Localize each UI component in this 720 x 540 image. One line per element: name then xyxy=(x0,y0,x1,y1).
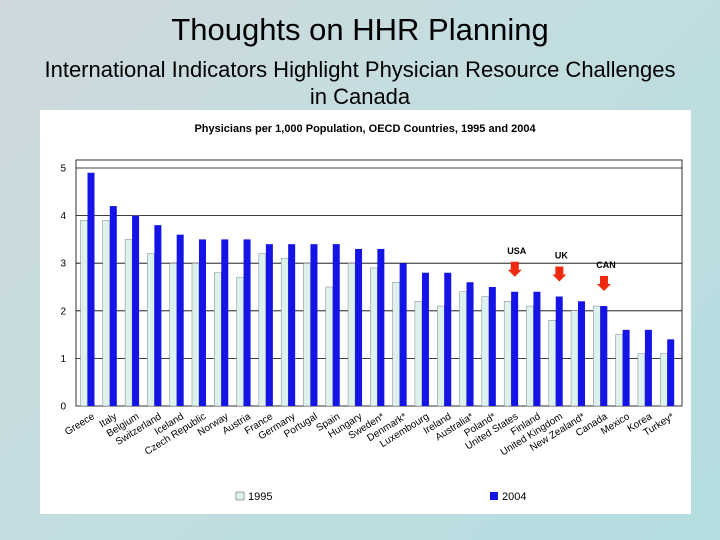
bar-1995 xyxy=(169,262,177,407)
y-tick-label: 1 xyxy=(60,354,66,365)
bar-chart: Physicians per 1,000 Population, OECD Co… xyxy=(60,123,683,503)
bar-2004 xyxy=(578,301,586,406)
bar-2004 xyxy=(198,239,206,406)
bar-1995 xyxy=(147,253,155,407)
bar-2004 xyxy=(555,296,563,406)
chart-panel: Physicians per 1,000 Population, OECD Co… xyxy=(40,110,691,514)
bar-1995 xyxy=(236,277,244,407)
annotation-label: CAN xyxy=(596,260,616,270)
bar-2004 xyxy=(488,287,496,406)
bar-2004 xyxy=(644,329,652,406)
bar-2004 xyxy=(466,282,474,406)
bar-2004 xyxy=(377,248,385,406)
bar-2004 xyxy=(265,244,273,406)
bar-1995 xyxy=(615,334,623,407)
legend-label-2004: 2004 xyxy=(502,491,526,503)
bar-1995 xyxy=(124,239,133,407)
legend-swatch-1995 xyxy=(235,491,245,501)
bar-1995 xyxy=(526,305,534,407)
bar-2004 xyxy=(600,306,608,406)
x-category-label: Greece xyxy=(63,411,97,438)
bar-2004 xyxy=(421,272,429,406)
bar-2004 xyxy=(87,172,95,406)
slide-subtitle: International Indicators Highlight Physi… xyxy=(44,57,676,109)
bar-2004 xyxy=(109,206,117,406)
bar-1995 xyxy=(570,310,579,407)
y-tick-label: 4 xyxy=(60,211,66,222)
bar-1995 xyxy=(102,220,110,407)
slide-title: Thoughts on HHR Planning xyxy=(171,12,549,47)
bar-1995 xyxy=(414,301,423,407)
bar-2004 xyxy=(667,339,675,406)
bar-2004 xyxy=(310,244,318,406)
bar-2004 xyxy=(622,329,630,406)
y-tick-label: 0 xyxy=(60,402,66,413)
bar-1995 xyxy=(437,305,445,407)
bar-2004 xyxy=(355,248,363,406)
bar-2004 xyxy=(243,239,251,406)
bar-2004 xyxy=(533,291,541,406)
bar-2004 xyxy=(511,291,519,406)
chart-title: Physicians per 1,000 Population, OECD Co… xyxy=(194,123,536,135)
bar-1995 xyxy=(481,296,490,407)
annotation-arrow-icon xyxy=(507,261,522,277)
bar-1995 xyxy=(214,272,222,407)
bar-2004 xyxy=(444,272,452,406)
y-tick-label: 3 xyxy=(60,259,66,270)
y-tick-label: 5 xyxy=(60,164,66,175)
bar-2004 xyxy=(288,244,296,406)
bar-1995 xyxy=(392,282,400,407)
bar-1995 xyxy=(459,291,467,407)
bar-2004 xyxy=(399,263,407,406)
bar-1995 xyxy=(303,262,311,407)
bar-2004 xyxy=(154,225,162,406)
bar-1995 xyxy=(325,286,333,407)
bar-1995 xyxy=(258,253,267,407)
y-tick-label: 2 xyxy=(60,306,66,317)
annotation-arrow-icon xyxy=(596,276,611,292)
bar-1995 xyxy=(637,353,646,407)
bar-2004 xyxy=(221,239,229,406)
bar-2004 xyxy=(132,215,140,406)
annotation-label: USA xyxy=(507,246,527,256)
annotation-arrow-icon xyxy=(552,266,567,282)
bar-1995 xyxy=(280,258,289,407)
annotation-label: UK xyxy=(555,251,568,261)
bar-1995 xyxy=(503,301,512,407)
legend-swatch-2004 xyxy=(490,492,498,500)
bar-2004 xyxy=(332,244,340,406)
bar-1995 xyxy=(80,220,88,407)
bar-1995 xyxy=(370,267,378,407)
bar-1995 xyxy=(593,305,601,407)
bar-1995 xyxy=(347,262,356,407)
legend-label-1995: 1995 xyxy=(248,491,272,503)
bar-1995 xyxy=(548,320,556,407)
bar-1995 xyxy=(660,353,668,407)
bar-1995 xyxy=(191,262,200,407)
bar-2004 xyxy=(176,234,184,406)
